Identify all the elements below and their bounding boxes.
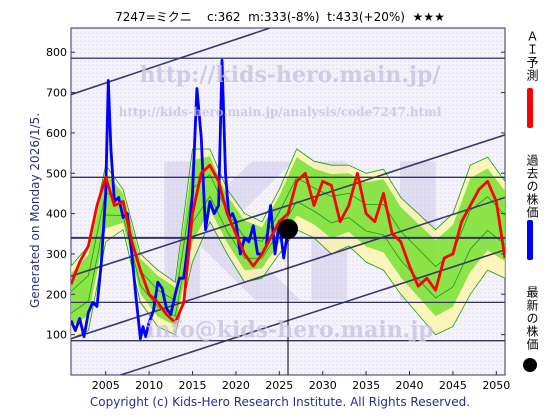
y-tick-label: 400 [46,208,67,221]
x-tick-label: 2005 [92,379,120,392]
prediction-series-line [71,163,505,324]
chart-header: 7247=ミクニ c:362 m:333(-8%) t:433(+20%) ★★… [115,10,445,24]
y-tick-label: 700 [46,87,67,100]
legend-history-swatch [527,220,533,260]
y-tick-label: 500 [46,167,67,180]
x-tick-label: 2040 [396,379,424,392]
x-tick-label: 2050 [482,379,510,392]
y-tick-label: 300 [46,248,67,261]
legend-ai-label: ＡＩ予測 [525,30,539,82]
x-tick-label: 2010 [135,379,163,392]
x-tick-label: 2015 [179,379,207,392]
legend-ai-swatch [527,88,533,128]
x-tick-label: 2020 [222,379,250,392]
x-tick-label: 2035 [352,379,380,392]
y-tick-label: 800 [46,46,67,59]
legend-latest-label: 最新の株価 [525,286,539,351]
y-tick-label: 100 [46,329,67,342]
axis-ticks: 100 200 300 400 500 600 700 800 2005 2010 2015 2020… [46,46,510,392]
generated-date-text: Generated on Monday 2026/1/5. [28,112,42,308]
history-series-line [71,58,290,341]
x-tick-label: 2030 [309,379,337,392]
current-price-marker [278,218,298,239]
band-line-2 [71,195,505,317]
legend-latest-swatch [523,358,537,372]
copyright-footer: Copyright (c) Kids-Hero Research Institu… [89,395,471,409]
trend-line-0 [71,134,505,277]
watermark-email: info@kids-hero.main.jp [146,317,433,343]
legend-history-label: 過去の株価 [525,154,539,219]
x-tick-label: 2025 [265,379,293,392]
y-tick-label: 200 [46,288,67,301]
watermark-url: http://kids-hero.main.jp/ [140,62,442,88]
legend: ＡＩ予測 過去の株価 最新の株価 [512,30,552,375]
y-tick-label: 600 [46,127,67,140]
band-line-0 [71,148,505,283]
watermark-analysis-url: http://kids-hero.main.jp/analysis/code72… [119,105,442,119]
x-tick-label: 2045 [439,379,467,392]
